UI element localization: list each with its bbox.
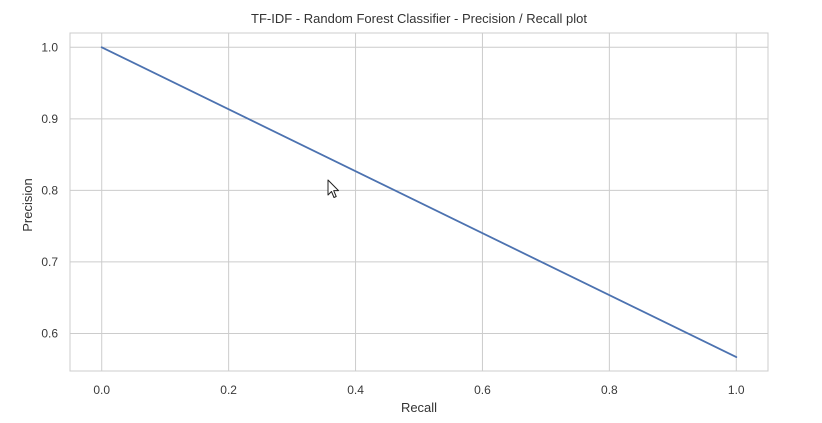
x-tick-label: 0.2 xyxy=(220,383,237,397)
x-axis-label: Recall xyxy=(401,400,437,415)
y-axis-label: Precision xyxy=(20,178,35,231)
x-tick-label: 1.0 xyxy=(728,383,745,397)
y-tick-label: 0.6 xyxy=(41,326,58,340)
x-tick-label: 0.0 xyxy=(93,383,110,397)
y-tick-label: 0.9 xyxy=(41,112,58,126)
series-layer xyxy=(100,46,738,359)
plot-frame xyxy=(69,32,769,372)
tick-labels: 0.0 0.2 0.4 0.6 0.8 1.0 0.6 0.7 0.8 0.9 1.0 xyxy=(41,40,745,397)
x-tick-label: 0.4 xyxy=(347,383,364,397)
x-tick-label: 0.6 xyxy=(474,383,491,397)
y-tick-label: 1.0 xyxy=(41,40,58,54)
y-tick-label: 0.7 xyxy=(41,255,58,269)
mouse-cursor-icon xyxy=(327,179,339,198)
series-line xyxy=(100,46,738,359)
y-tick-label: 0.8 xyxy=(41,183,58,197)
chart-title: TF-IDF - Random Forest Classifier - Prec… xyxy=(251,11,587,26)
x-tick-label: 0.8 xyxy=(601,383,618,397)
grid xyxy=(70,33,768,371)
